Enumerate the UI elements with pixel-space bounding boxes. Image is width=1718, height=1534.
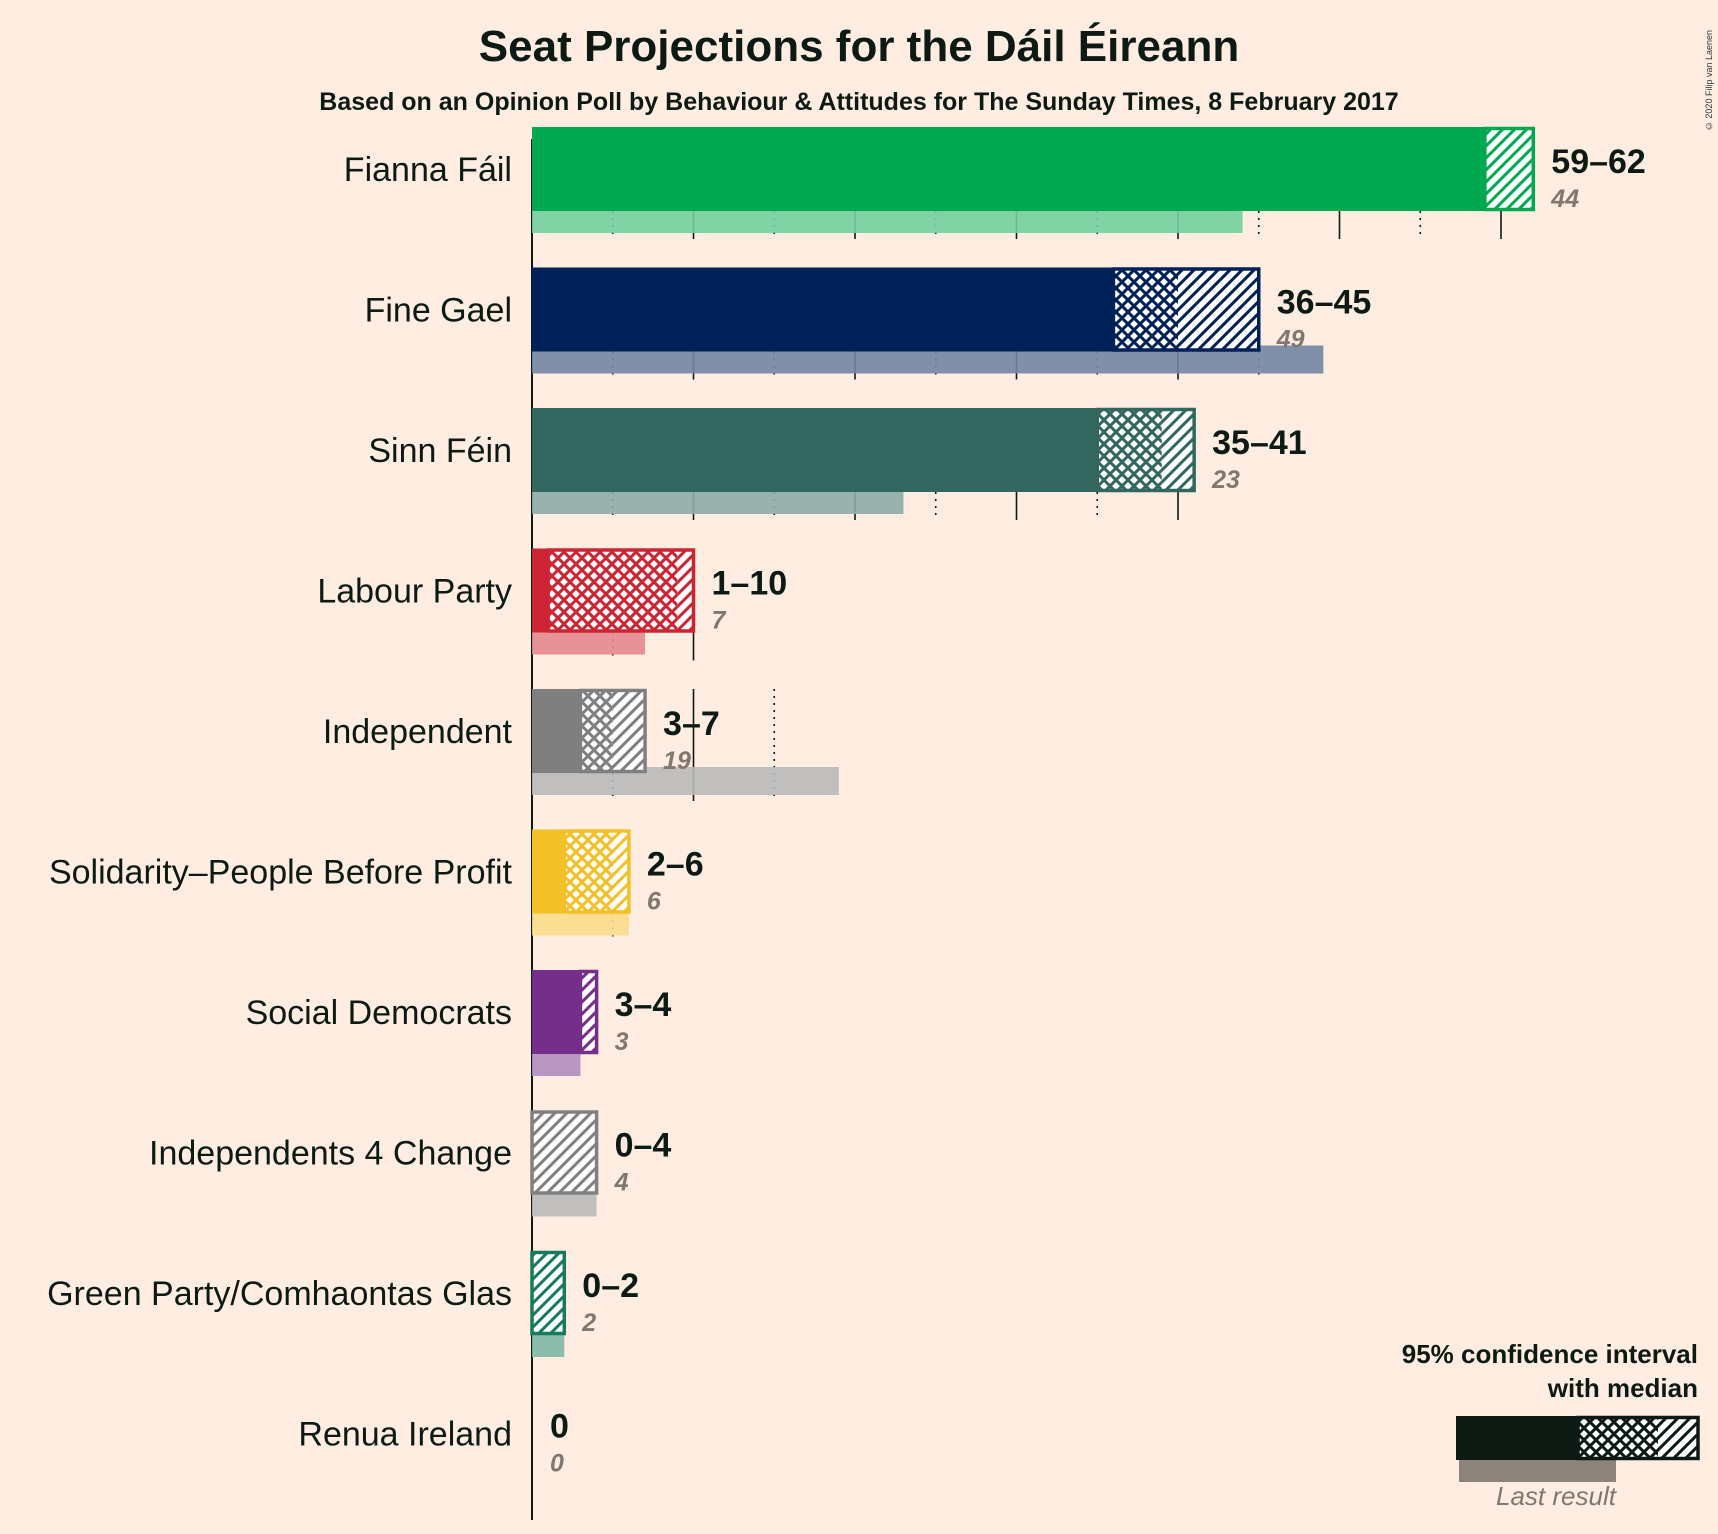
ci-outline (1483, 126, 1536, 212)
ci-upper-bar (677, 548, 694, 633)
party-label-independents-4-change: Independents 4 Change (149, 1135, 512, 1173)
legend-ci-outline (1576, 1415, 1700, 1461)
legend-line-1: 95% confidence interval (1402, 1339, 1698, 1369)
legend-solid-swatch (1456, 1416, 1578, 1460)
last-label-green-party-comhaontas-glas: 2 (581, 1309, 596, 1337)
ci-upper-bar (532, 1110, 597, 1195)
party-label-independent: Independent (323, 713, 513, 751)
range-label-sinn-fein: 35–41 (1212, 424, 1307, 462)
legend-hatch-swatch (1658, 1416, 1698, 1460)
range-label-independent: 3–7 (663, 705, 720, 743)
ci-upper-bar (1161, 408, 1195, 492)
labels-layer: Fianna Fáil 59–62 44 Fine Gael 36–45 49 Sinn F… (47, 143, 1646, 1478)
solid-bar (532, 829, 565, 914)
ci-lower-bar (1113, 267, 1178, 352)
range-label-green-party-comhaontas-glas: 0–2 (582, 1267, 639, 1305)
party-label-sinn-fein: Sinn Féin (368, 432, 512, 470)
range-label-independents-4-change: 0–4 (615, 1127, 672, 1165)
ci-upper-bar (580, 970, 597, 1054)
last-label-fianna-fail: 44 (1550, 185, 1579, 213)
legend-line-2: with median (1547, 1373, 1698, 1403)
party-label-social-democrats: Social Democrats (246, 994, 512, 1032)
ci-lower-bar (1097, 408, 1162, 492)
solid-bar (532, 127, 1485, 211)
party-label-fianna-fail: Fianna Fáil (344, 151, 512, 189)
last-label-sinn-fein: 23 (1211, 466, 1240, 494)
chart-subtitle: Based on an Opinion Poll by Behaviour & … (319, 88, 1399, 116)
range-label-fine-gael: 36–45 (1277, 284, 1372, 322)
range-label-solidarity-people-before-profit: 2–6 (647, 846, 704, 884)
ci-outline (578, 688, 647, 774)
range-label-labour-party: 1–10 (712, 565, 788, 603)
party-label-solidarity-people-before-profit: Solidarity–People Before Profit (49, 854, 513, 892)
last-label-renua-ireland: 0 (550, 1450, 564, 1478)
legend: 95% confidence interval with median Last… (1402, 1339, 1700, 1511)
last-label-fine-gael: 49 (1276, 326, 1305, 354)
legend-cross-swatch (1578, 1416, 1658, 1460)
solid-bar (532, 689, 581, 773)
ci-outline (1095, 407, 1196, 493)
solid-bar (532, 408, 1098, 492)
ci-outline (578, 969, 599, 1055)
ci-outline (562, 829, 631, 914)
party-label-labour-party: Labour Party (317, 573, 512, 611)
legend-last-result-label: Last result (1496, 1481, 1618, 1511)
solid-bar (532, 548, 549, 633)
ci-upper-bar (1178, 267, 1259, 352)
ci-upper-bar (532, 1251, 565, 1335)
range-label-social-democrats: 3–4 (615, 986, 672, 1024)
ci-upper-bar (1484, 127, 1534, 211)
last-label-independents-4-change: 4 (614, 1169, 629, 1197)
ci-outline (546, 548, 696, 633)
ci-outline (1111, 267, 1261, 352)
solid-bar (532, 970, 581, 1054)
last-label-solidarity-people-before-profit: 6 (647, 888, 662, 916)
ci-lower-bar (580, 689, 613, 773)
solid-bar (532, 267, 1114, 352)
bars-layer (530, 126, 1536, 1357)
range-label-fianna-fail: 59–62 (1551, 143, 1646, 181)
party-label-renua-ireland: Renua Ireland (298, 1416, 512, 1454)
ci-upper-bar (612, 689, 646, 773)
ci-outline (530, 1250, 567, 1336)
party-label-fine-gael: Fine Gael (365, 292, 512, 330)
last-label-social-democrats: 3 (615, 1028, 629, 1056)
chart-title: Seat Projections for the Dáil Éireann (478, 22, 1240, 71)
ci-lower-bar (564, 829, 613, 914)
range-label-renua-ireland: 0 (550, 1408, 569, 1446)
ci-outline (530, 1110, 599, 1195)
last-label-labour-party: 7 (712, 607, 727, 635)
last-label-independent: 19 (663, 747, 691, 775)
party-label-green-party-comhaontas-glas: Green Party/Comhaontas Glas (47, 1275, 512, 1313)
ci-lower-bar (548, 548, 678, 633)
legend-last-result-swatch (1459, 1460, 1616, 1482)
ci-upper-bar (612, 829, 629, 914)
